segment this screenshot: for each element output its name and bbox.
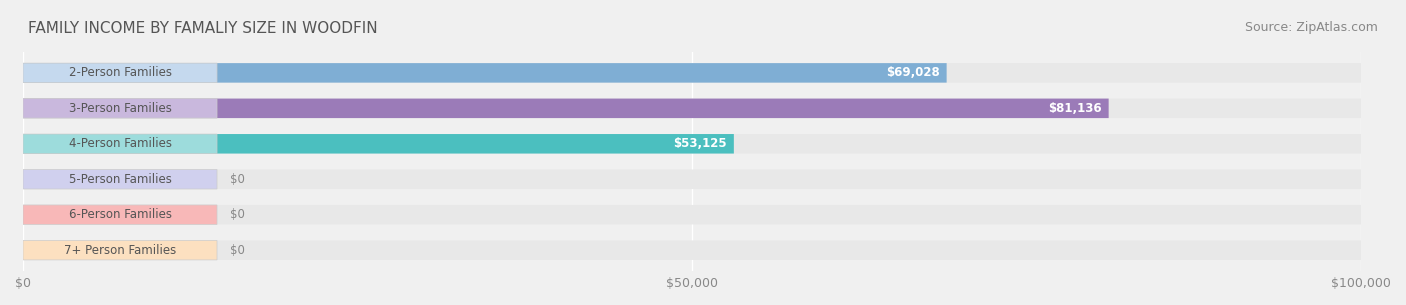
FancyBboxPatch shape bbox=[22, 134, 1361, 153]
Text: 4-Person Families: 4-Person Families bbox=[69, 137, 172, 150]
FancyBboxPatch shape bbox=[22, 63, 946, 83]
FancyBboxPatch shape bbox=[22, 99, 1109, 118]
Text: FAMILY INCOME BY FAMALIY SIZE IN WOODFIN: FAMILY INCOME BY FAMALIY SIZE IN WOODFIN bbox=[28, 21, 378, 36]
Text: $0: $0 bbox=[231, 208, 245, 221]
Text: 2-Person Families: 2-Person Families bbox=[69, 66, 172, 79]
Text: 6-Person Families: 6-Person Families bbox=[69, 208, 172, 221]
Text: 7+ Person Families: 7+ Person Families bbox=[63, 244, 176, 257]
Text: 5-Person Families: 5-Person Families bbox=[69, 173, 172, 186]
FancyBboxPatch shape bbox=[22, 205, 1361, 224]
FancyBboxPatch shape bbox=[22, 134, 217, 153]
FancyBboxPatch shape bbox=[22, 63, 1361, 83]
FancyBboxPatch shape bbox=[22, 205, 217, 224]
Text: 3-Person Families: 3-Person Families bbox=[69, 102, 172, 115]
FancyBboxPatch shape bbox=[22, 99, 217, 118]
Text: Source: ZipAtlas.com: Source: ZipAtlas.com bbox=[1244, 21, 1378, 34]
FancyBboxPatch shape bbox=[22, 240, 1361, 260]
FancyBboxPatch shape bbox=[22, 170, 1361, 189]
Text: $0: $0 bbox=[231, 244, 245, 257]
FancyBboxPatch shape bbox=[22, 240, 217, 260]
FancyBboxPatch shape bbox=[22, 99, 1361, 118]
FancyBboxPatch shape bbox=[22, 134, 734, 153]
Text: $69,028: $69,028 bbox=[886, 66, 941, 79]
Text: $0: $0 bbox=[231, 173, 245, 186]
FancyBboxPatch shape bbox=[22, 63, 217, 83]
FancyBboxPatch shape bbox=[22, 170, 217, 189]
Text: $53,125: $53,125 bbox=[673, 137, 727, 150]
Text: $81,136: $81,136 bbox=[1049, 102, 1102, 115]
